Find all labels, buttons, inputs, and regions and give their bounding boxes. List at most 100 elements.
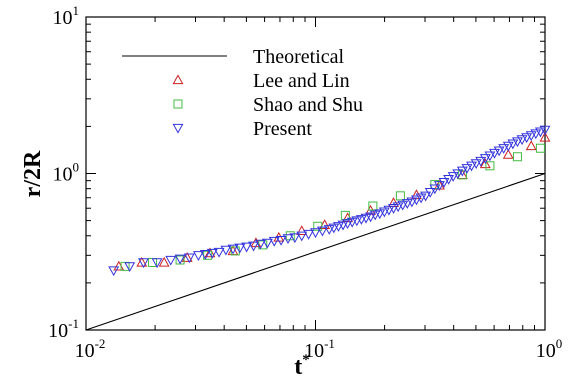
data-point: [388, 204, 399, 214]
data-point: [313, 221, 323, 231]
data-point: [213, 247, 225, 258]
data-point: [248, 241, 259, 252]
data-point: [337, 220, 349, 231]
data-point: [411, 195, 422, 206]
data-point: [484, 151, 496, 162]
data-point: [151, 258, 163, 269]
data-point: [512, 152, 522, 162]
y-tick-base: 10: [53, 164, 73, 186]
data-point: [108, 266, 120, 277]
data-point: [539, 125, 551, 136]
data-point: [539, 131, 551, 142]
data-point: [401, 199, 413, 209]
x-tick-base: 10: [304, 340, 324, 362]
data-point: [165, 255, 177, 266]
y-tick-exponent: -1: [68, 316, 79, 331]
x-tick-exponent: -2: [95, 336, 106, 351]
data-point: [136, 256, 148, 267]
data-point: [479, 154, 491, 164]
x-tick-exponent: 0: [556, 336, 563, 351]
series-line: [85, 172, 546, 331]
data-point: [525, 131, 537, 142]
data-point: [461, 164, 473, 174]
x-tick-label: 10-1: [304, 336, 335, 362]
x-axis-title-superscript: *: [302, 352, 310, 368]
data-point: [351, 216, 363, 227]
data-point: [512, 137, 523, 148]
data-point: [424, 187, 436, 198]
series-shao-and-shu: [120, 143, 545, 271]
x-tick-exponent: -1: [324, 336, 335, 351]
data-point: [296, 231, 308, 242]
data-point: [479, 158, 491, 169]
data-point: [319, 219, 331, 229]
x-tick-base: 10: [75, 340, 95, 362]
legend-swatch-marker: [172, 74, 184, 85]
data-point: [328, 223, 340, 234]
legend-item: Lee and Lin: [172, 70, 350, 92]
data-point: [206, 248, 218, 259]
data-point: [374, 209, 386, 220]
y-tick-label: 100: [53, 160, 80, 186]
y-tick-exponent: 0: [73, 160, 80, 175]
data-point: [392, 202, 404, 213]
data-point: [360, 213, 372, 224]
data-point: [310, 228, 321, 239]
data-point: [113, 260, 125, 271]
data-point: [355, 215, 367, 225]
data-point: [433, 181, 445, 191]
data-point: [502, 149, 514, 159]
data-point: [447, 172, 459, 182]
data-point: [282, 234, 294, 245]
x-axis-title-main: t: [294, 354, 302, 380]
data-point: [220, 245, 232, 256]
data-point: [420, 191, 432, 202]
data-point: [456, 166, 468, 177]
data-point: [429, 184, 441, 195]
x-axis-title: t*: [294, 352, 310, 380]
series-layer: [85, 125, 551, 331]
data-point: [521, 133, 533, 144]
data-point: [438, 178, 450, 188]
data-point: [323, 225, 335, 235]
data-point: [498, 144, 510, 154]
data-point: [525, 140, 537, 151]
legend-label: Shao and Shu: [253, 94, 363, 116]
data-point: [138, 258, 149, 269]
data-point: [452, 169, 464, 180]
y-tick-label: 10-1: [48, 316, 79, 342]
x-tick-base: 10: [536, 340, 556, 362]
data-point: [174, 254, 186, 265]
data-point: [443, 174, 455, 185]
y-tick-base: 10: [53, 7, 73, 29]
legend-item: Theoretical: [122, 46, 344, 68]
data-point: [535, 143, 545, 153]
x-tick-label: 100: [536, 336, 563, 362]
data-point: [181, 252, 193, 262]
data-point: [158, 256, 170, 267]
data-point: [516, 135, 528, 146]
data-point: [406, 197, 418, 208]
data-point: [502, 141, 514, 152]
legend-label: Theoretical: [253, 46, 344, 68]
y-tick-label: 101: [53, 3, 80, 29]
y-axis-title: r/2R: [20, 150, 46, 197]
data-point: [493, 146, 505, 157]
series-lee-and-lin: [113, 131, 551, 271]
data-point: [275, 235, 287, 246]
data-point: [365, 212, 377, 223]
data-point: [397, 200, 409, 211]
data-point: [466, 161, 478, 172]
series-theoretical: [85, 172, 546, 331]
data-point: [470, 159, 482, 170]
data-point: [199, 250, 211, 260]
data-point: [124, 262, 136, 273]
series-present: [108, 125, 551, 277]
legend-item: Present: [172, 118, 312, 140]
data-point: [268, 236, 280, 247]
data-point: [534, 127, 546, 138]
legend-label: Present: [253, 118, 312, 140]
data-point: [234, 243, 246, 254]
